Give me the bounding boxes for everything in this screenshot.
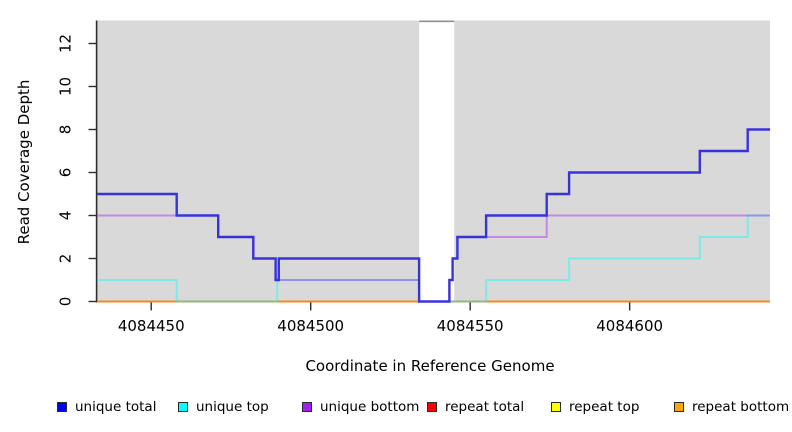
x-tick-label: 4084550	[437, 317, 504, 335]
y-tick-label: 4	[57, 211, 75, 221]
series-unique-top	[97, 214, 770, 303]
panel-background-right	[454, 20, 770, 303]
x-axis-title: Coordinate in Reference Genome	[305, 357, 554, 375]
y-tick-label: 2	[57, 254, 75, 264]
y-axis-title: Read Coverage Depth	[15, 80, 33, 245]
y-tick-label: 10	[57, 77, 75, 96]
plot-panel-layer	[97, 20, 770, 303]
series-unique-total	[97, 128, 770, 303]
x-tick-label: 4084600	[596, 317, 663, 335]
panel-background-left	[97, 20, 420, 303]
y-tick-label: 6	[57, 168, 75, 178]
axis-layer: 0 2 4 6 8 10 12 4084450 4084500 4084550 4084600	[57, 20, 663, 335]
y-tick-label: 0	[57, 297, 75, 307]
series-layer	[97, 128, 770, 303]
y-tick-label: 12	[57, 34, 75, 53]
y-tick-label: 8	[57, 125, 75, 135]
x-tick-label: 4084450	[118, 317, 185, 335]
x-tick-label: 4084500	[277, 317, 344, 335]
